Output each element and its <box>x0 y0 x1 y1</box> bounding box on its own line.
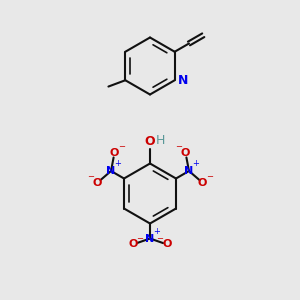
Text: N: N <box>146 233 154 244</box>
Text: −: − <box>87 172 94 181</box>
Text: −: − <box>175 142 182 152</box>
Text: O: O <box>110 148 119 158</box>
Text: −: − <box>118 142 125 152</box>
Text: −: − <box>206 172 213 181</box>
Text: O: O <box>181 148 190 158</box>
Text: +: + <box>153 226 160 236</box>
Text: O: O <box>198 178 207 188</box>
Text: O: O <box>93 178 102 188</box>
Text: +: + <box>192 159 199 168</box>
Text: N: N <box>106 166 116 176</box>
Text: −: − <box>156 234 164 243</box>
Text: O: O <box>162 239 172 249</box>
Text: H: H <box>155 134 165 147</box>
Text: −: − <box>136 234 144 243</box>
Text: N: N <box>178 74 189 87</box>
Text: O: O <box>128 239 138 249</box>
Text: N: N <box>184 166 194 176</box>
Text: O: O <box>145 135 155 148</box>
Text: +: + <box>114 159 121 168</box>
